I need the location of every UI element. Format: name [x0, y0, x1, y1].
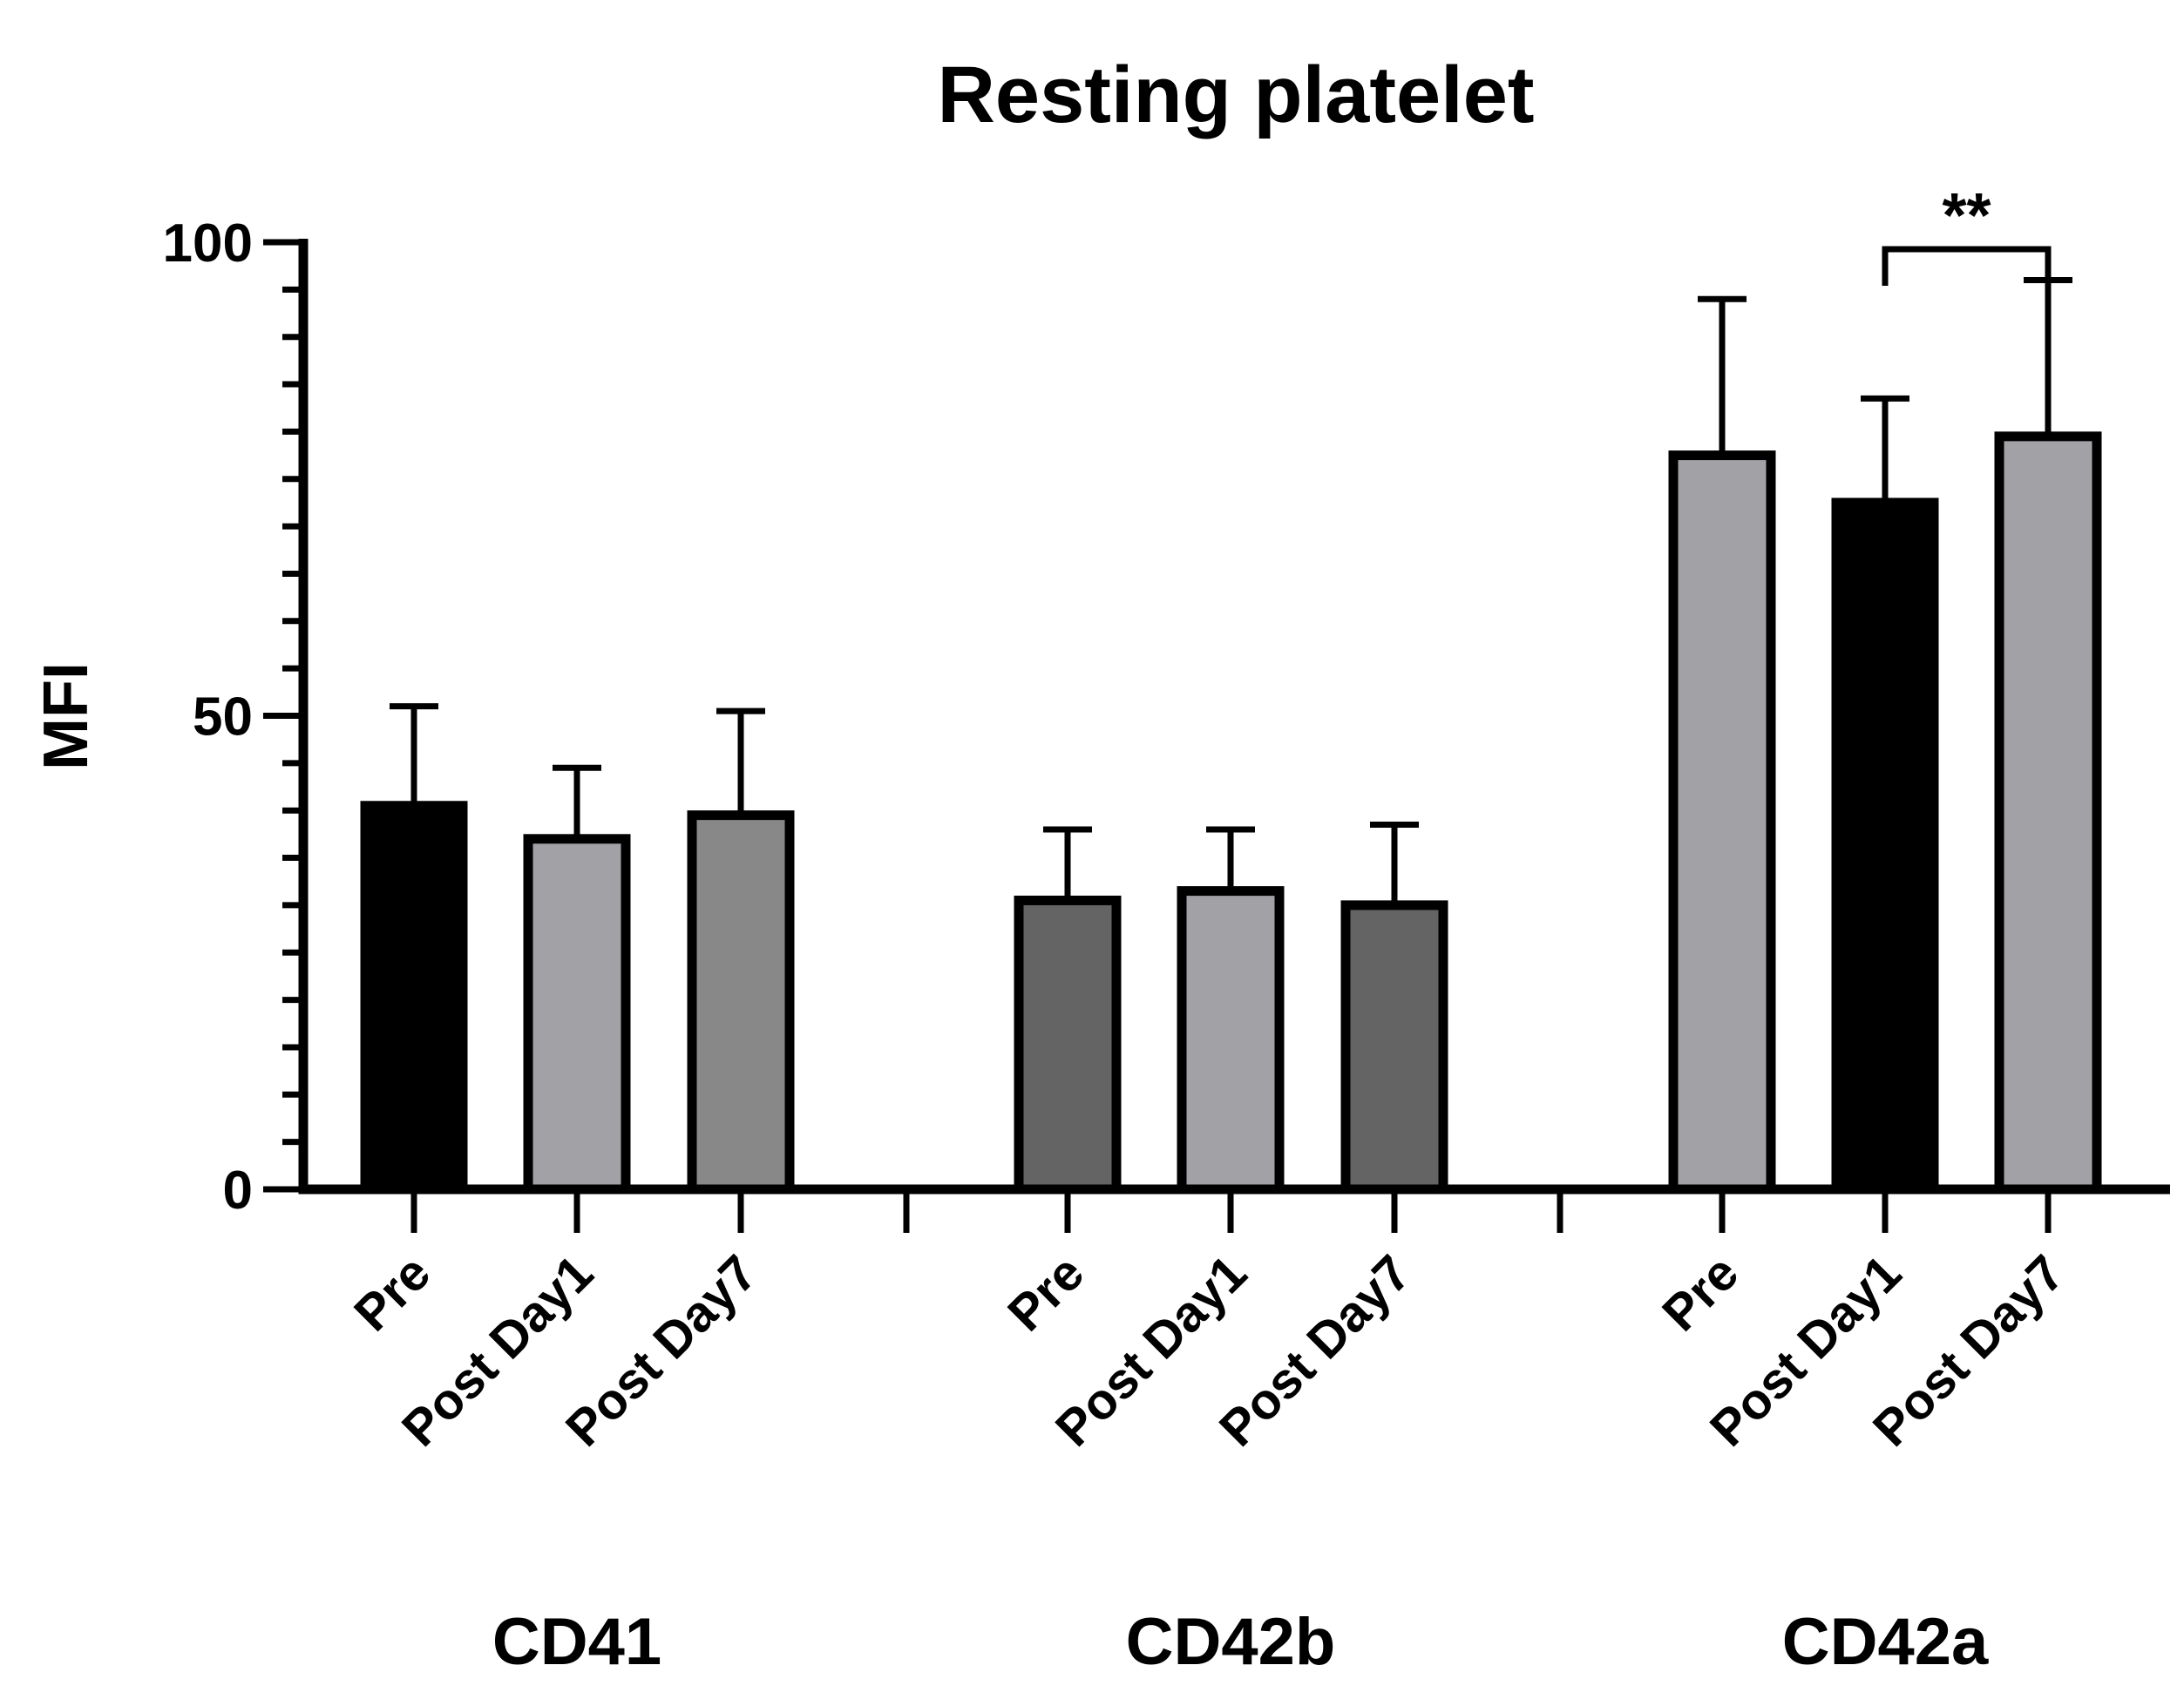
bar: [523, 834, 631, 1195]
bar: [1014, 895, 1122, 1195]
category-label: Pre: [997, 1244, 1095, 1342]
bar: [1668, 450, 1776, 1195]
y-tick-label: 50: [193, 687, 253, 748]
y-tick-label: 0: [223, 1161, 253, 1221]
significance-annotations: **: [1882, 181, 2052, 286]
bar: [1831, 498, 1939, 1195]
significance-bracket: [1882, 246, 2052, 286]
bar: [687, 810, 795, 1195]
group-label: CD41: [492, 1605, 661, 1679]
group-label: CD42a: [1782, 1605, 1989, 1679]
chart-title: Resting platelet: [937, 51, 1534, 139]
y-tick-label: 100: [163, 213, 253, 274]
group-label: CD42b: [1126, 1605, 1336, 1679]
bars: [360, 431, 2102, 1195]
error-bars: [390, 276, 2072, 905]
bar: [1177, 886, 1285, 1195]
y-axis-label: MFI: [31, 662, 101, 770]
category-label: Pre: [343, 1244, 441, 1342]
bar: [1994, 431, 2102, 1195]
significance-label: **: [1942, 181, 1991, 251]
bar: [1340, 900, 1448, 1195]
bar: [360, 801, 468, 1195]
category-label: Pre: [1652, 1244, 1749, 1342]
